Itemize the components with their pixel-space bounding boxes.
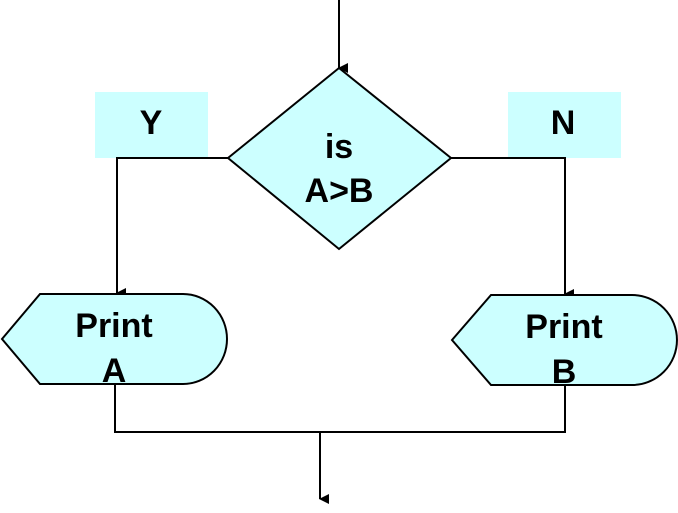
yes-label-box bbox=[95, 92, 208, 158]
output-b-line2: B bbox=[552, 353, 577, 391]
decision-text-line1: is bbox=[325, 128, 353, 166]
no-branch-connector bbox=[451, 157, 574, 299]
output-b-line1: Print bbox=[525, 308, 602, 346]
decision-text-line2: A>B bbox=[305, 172, 374, 210]
output-a-line2: A bbox=[102, 352, 127, 390]
output-display-shape-b bbox=[450, 294, 678, 386]
yes-branch-connector bbox=[116, 157, 228, 298]
yes-label: Y bbox=[140, 104, 163, 142]
output-a-line1: Print bbox=[75, 307, 152, 345]
no-label: N bbox=[551, 104, 576, 142]
output-display-shape-a bbox=[0, 293, 228, 385]
decision-diamond bbox=[226, 66, 453, 251]
no-label-box bbox=[508, 92, 621, 158]
